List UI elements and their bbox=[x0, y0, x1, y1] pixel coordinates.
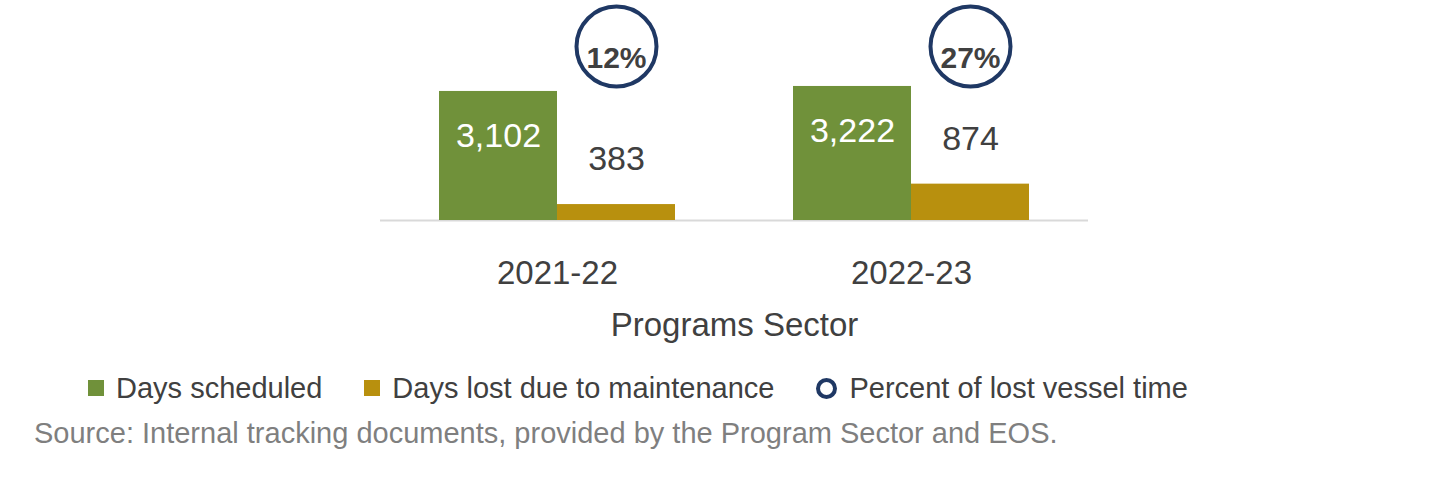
svg-text:2021-22: 2021-22 bbox=[497, 254, 618, 291]
svg-text:3,222: 3,222 bbox=[810, 111, 895, 149]
svg-text:12%: 12% bbox=[586, 41, 646, 74]
svg-text:874: 874 bbox=[942, 119, 999, 157]
svg-text:3,102: 3,102 bbox=[456, 116, 541, 154]
svg-text:Programs Sector: Programs Sector bbox=[611, 306, 859, 343]
svg-text:2022-23: 2022-23 bbox=[851, 254, 972, 291]
html-text:Source: Internal tracking docu: Source: Internal tracking documents, pro… bbox=[34, 417, 1058, 449]
html-text:Percent of lost vessel time: Percent of lost vessel time bbox=[849, 371, 1188, 404]
html-text:Days scheduled: Days scheduled bbox=[116, 371, 323, 404]
svg-text:383: 383 bbox=[588, 139, 645, 177]
html-text:Days lost due to maintenance: Days lost due to maintenance bbox=[392, 371, 775, 404]
svg-text:27%: 27% bbox=[940, 41, 1000, 74]
